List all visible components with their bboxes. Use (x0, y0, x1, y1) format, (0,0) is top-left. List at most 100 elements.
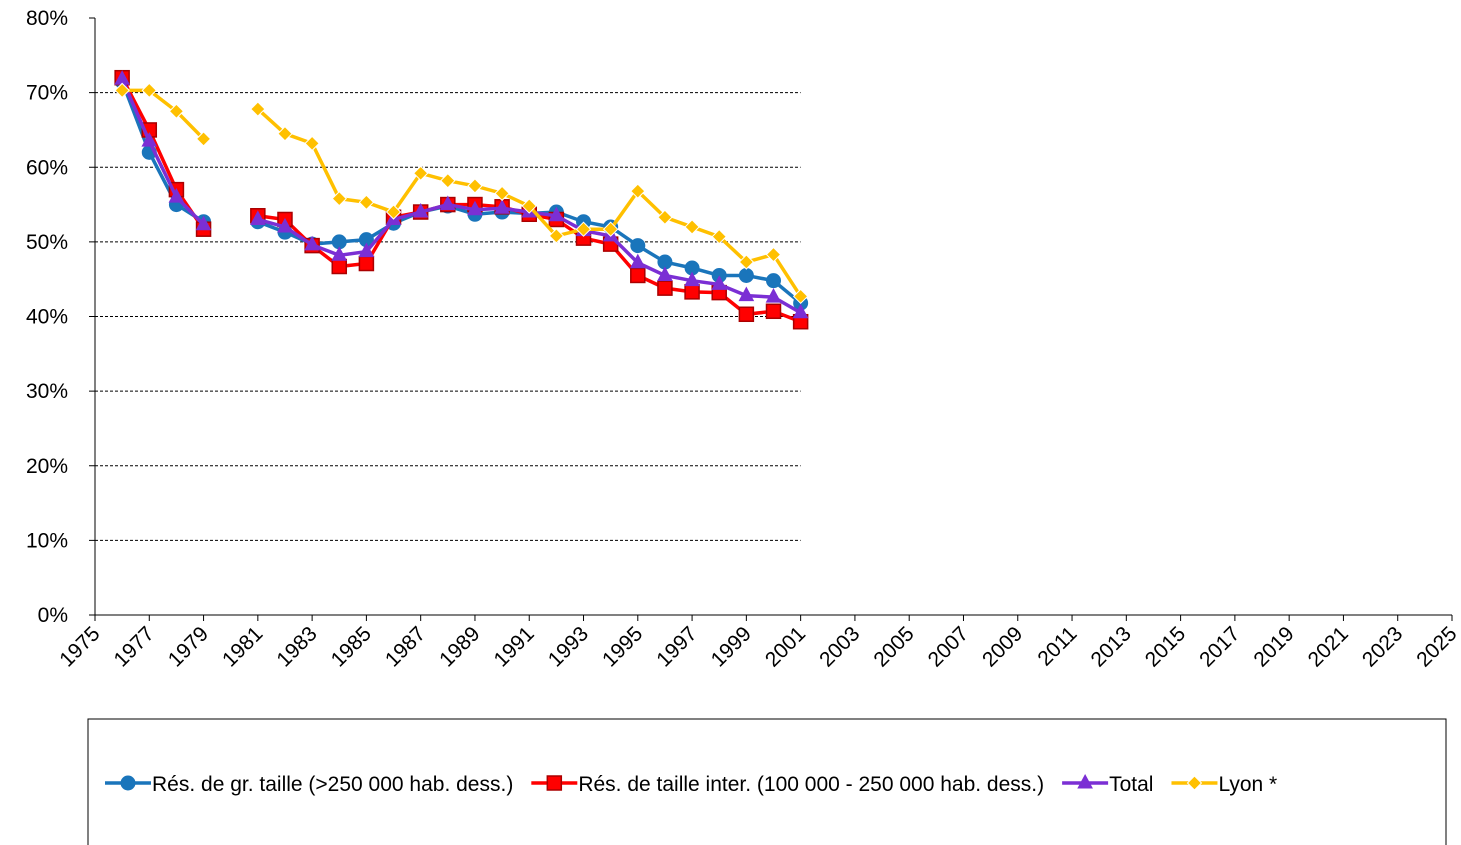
series-line (122, 88, 205, 141)
x-tick-label: 1987 (381, 622, 430, 671)
data-point (440, 172, 456, 189)
data-point (657, 280, 673, 296)
data-point (792, 288, 809, 305)
y-tick-label: 0% (38, 604, 68, 627)
x-tick-label: 1979 (164, 622, 213, 671)
data-point (657, 209, 673, 225)
legend-label: Rés. de taille inter. (100 000 - 250 000… (578, 773, 1044, 796)
data-point (738, 267, 754, 283)
data-point (168, 103, 185, 119)
data-point (684, 284, 700, 300)
data-point (141, 132, 158, 147)
data-point (250, 210, 266, 225)
data-point (358, 255, 375, 272)
x-tick-label: 2003 (815, 622, 864, 671)
legend-marker (120, 775, 136, 791)
data-point (467, 200, 483, 216)
data-point (548, 206, 565, 222)
data-point (331, 190, 347, 207)
series-line (120, 78, 205, 226)
legend-box (87, 718, 1447, 845)
data-point (331, 246, 348, 261)
y-tick-label: 10% (26, 529, 68, 552)
data-point (141, 82, 157, 99)
data-point (738, 306, 755, 323)
data-point (575, 221, 592, 237)
data-point (304, 135, 320, 152)
y-tick-label: 20% (26, 455, 68, 478)
y-tick-label: 50% (26, 231, 68, 254)
x-tick-label: 2015 (1141, 622, 1190, 671)
x-tick-label: 2019 (1249, 622, 1298, 671)
legend-marker (1077, 773, 1093, 789)
data-point (765, 246, 782, 263)
data-point (358, 194, 375, 211)
data-point (548, 228, 565, 244)
data-point (738, 254, 755, 270)
data-point (304, 235, 320, 251)
x-tick-label: 1991 (489, 622, 538, 671)
data-point (792, 303, 809, 319)
data-point (385, 204, 402, 220)
data-point (277, 125, 293, 142)
data-point (331, 258, 348, 275)
data-point (629, 253, 646, 269)
x-tick-label: 2023 (1358, 622, 1407, 671)
data-point (630, 183, 646, 199)
data-point (277, 217, 293, 233)
legend-marker (1186, 775, 1203, 791)
data-point (765, 288, 782, 303)
x-tick-label: 1995 (598, 622, 647, 671)
data-point (766, 273, 781, 289)
data-point (467, 178, 483, 194)
data-point (630, 238, 646, 254)
x-tick-label: 1993 (544, 622, 593, 671)
data-point (684, 219, 700, 235)
y-tick-label: 80% (26, 7, 68, 30)
data-point (250, 101, 266, 117)
data-point (412, 202, 429, 218)
y-tick-label: 60% (26, 156, 68, 179)
legend-marker (546, 775, 563, 791)
x-tick-label: 1985 (327, 622, 376, 671)
data-point (195, 131, 212, 147)
data-point (630, 267, 646, 284)
x-tick-label: 2021 (1304, 622, 1353, 671)
x-tick-label: 1975 (55, 622, 104, 671)
data-point (602, 221, 619, 237)
data-point (521, 198, 537, 214)
data-point (765, 303, 782, 320)
y-tick-label: 40% (26, 306, 68, 329)
data-point (114, 82, 130, 99)
data-point (494, 199, 510, 214)
data-point (412, 165, 429, 181)
y-tick-label: 70% (26, 82, 68, 105)
legend-label: Lyon * (1218, 773, 1277, 796)
data-point (711, 228, 727, 245)
x-tick-label: 2009 (978, 622, 1027, 671)
x-tick-label: 2007 (924, 622, 973, 671)
x-tick-label: 2001 (761, 622, 810, 671)
x-tick-label: 1981 (218, 622, 267, 671)
x-tick-label: 1989 (435, 622, 484, 671)
x-tick-label: 2025 (1412, 622, 1461, 671)
data-point (738, 286, 755, 302)
x-tick-label: 1977 (110, 622, 159, 671)
x-tick-label: 1983 (272, 622, 321, 671)
legend-label: Rés. de gr. taille (>250 000 hab. dess.) (152, 773, 513, 796)
data-point (168, 188, 185, 203)
data-point (439, 195, 456, 211)
data-point (711, 275, 728, 290)
x-tick-label: 1997 (652, 622, 701, 671)
data-point (494, 185, 510, 202)
data-point (195, 215, 212, 231)
x-tick-label: 2011 (1033, 622, 1081, 670)
legend-label: Total (1109, 773, 1153, 796)
data-point (358, 242, 375, 258)
x-tick-label: 2005 (869, 622, 918, 671)
data-point (657, 266, 673, 281)
x-tick-label: 1999 (707, 622, 756, 671)
y-tick-label: 30% (26, 380, 68, 403)
x-tick-label: 2013 (1087, 622, 1136, 671)
